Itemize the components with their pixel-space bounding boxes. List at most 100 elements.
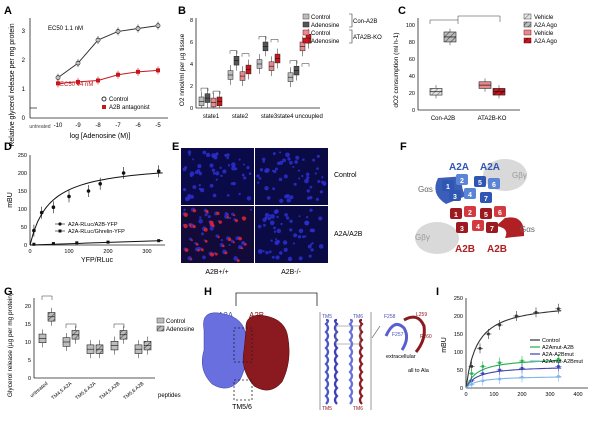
panel-b-sig-bracket bbox=[212, 90, 221, 95]
nucleus-dot bbox=[212, 193, 217, 198]
panel-d-point bbox=[157, 239, 161, 243]
panel-d-ylabel: mBU bbox=[7, 192, 14, 208]
nucleus-dot bbox=[285, 152, 290, 158]
nucleus-dot bbox=[276, 215, 279, 219]
nucleus-dot bbox=[270, 239, 273, 242]
panel-h-tm6-b: TM6 bbox=[353, 406, 363, 412]
nucleus-dot bbox=[227, 164, 231, 167]
nucleus-dot bbox=[284, 194, 288, 199]
panel-b-sig-bracket bbox=[258, 36, 267, 40]
nucleus-dot bbox=[315, 197, 319, 201]
nucleus-dot bbox=[275, 255, 280, 260]
panel-b-legend-3: Adenosine bbox=[311, 39, 340, 45]
panel-i-ytick-2: 100 bbox=[454, 350, 463, 356]
panel-a-legend-marker-antagonist bbox=[102, 105, 106, 109]
panel-a-xtick-2: -8 bbox=[95, 123, 101, 129]
panel-b-sig-bracket bbox=[229, 50, 238, 54]
panel-h-tm5-a: TM5 bbox=[322, 314, 332, 320]
nucleus-dot bbox=[267, 216, 271, 221]
panel-c-ytick-4: 80 bbox=[409, 40, 415, 46]
nucleus-dot bbox=[314, 172, 318, 175]
nucleus-dot bbox=[297, 235, 302, 239]
a2a-helix bbox=[456, 174, 468, 185]
panel-i-legend-1: A2Amut-A2B bbox=[542, 345, 574, 351]
panel-h-interface-box-bottom bbox=[233, 379, 253, 401]
nucleus-dot bbox=[289, 219, 293, 224]
panel-d-ytick-5: 250 bbox=[18, 153, 27, 159]
nucleus-dot bbox=[209, 183, 214, 188]
pla-signal-dot bbox=[183, 224, 188, 229]
panel-b-ytick-4: 8 bbox=[190, 18, 193, 24]
panel-i-plot bbox=[465, 303, 562, 390]
a2a-helix-number: 6 bbox=[492, 182, 496, 189]
a2b-helix bbox=[486, 222, 498, 233]
panel-c-legend-2: Vehicle bbox=[534, 31, 554, 37]
panel-b-group-ko: ATA2B-KO bbox=[353, 35, 382, 41]
nucleus-dot bbox=[265, 167, 270, 173]
panel-i-legend-3: A2Amut-A2Bmut bbox=[542, 359, 583, 365]
nucleus-dot bbox=[309, 208, 313, 212]
a2b-helix-number: 4 bbox=[476, 224, 480, 231]
panel-b-cat-2: state3 bbox=[261, 114, 278, 120]
nucleus-dot bbox=[283, 174, 288, 179]
gbg-bottom-shape bbox=[415, 222, 459, 254]
panel-f-label-gas-right: Gαs bbox=[520, 225, 535, 234]
nucleus-dot bbox=[310, 248, 314, 252]
pla-signal-dot bbox=[218, 220, 222, 224]
nucleus-dot bbox=[264, 216, 268, 220]
micrograph-nuclei bbox=[182, 150, 327, 262]
pla-signal-dot bbox=[200, 248, 204, 252]
panel-c-ytick-5: 100 bbox=[406, 23, 415, 29]
pla-signal-dot bbox=[184, 248, 189, 252]
pla-signal-dot bbox=[236, 259, 240, 262]
tm-helix-trace bbox=[348, 318, 354, 405]
nucleus-dot bbox=[257, 224, 262, 229]
nucleus-dot bbox=[231, 165, 236, 171]
panel-a-ylabel: Relative glycerol release per mg protein bbox=[9, 23, 16, 146]
nucleus-dot bbox=[262, 250, 265, 253]
nucleus-dot bbox=[212, 172, 216, 175]
nucleus-dot bbox=[192, 158, 195, 161]
panel-b-ylabel: O2 nmol/ml per µg tissue bbox=[179, 33, 186, 106]
panel-f-label-a2b-2: A2B bbox=[487, 244, 507, 255]
panel-g-ylabel: Glycerol release (µg per mg protein) bbox=[7, 293, 14, 397]
nucleus-dot bbox=[262, 160, 265, 163]
panel-i-xtick-0: 0 bbox=[464, 392, 467, 398]
panel-b-sig-bracket bbox=[270, 39, 279, 43]
nucleus-dot bbox=[276, 161, 281, 166]
panel-g-ytick-0: 0 bbox=[28, 376, 31, 382]
panel-c-ylabel: dO2 consumption (ml h-1) bbox=[393, 32, 400, 107]
panel-d-ytick-3: 150 bbox=[18, 189, 27, 195]
nucleus-dot bbox=[268, 250, 272, 254]
panel-h: H A2A A2B TM5/6 TM5 TM6 TM5 TM6 F258 L25… bbox=[202, 286, 432, 412]
nucleus-dot bbox=[257, 249, 263, 254]
panel-g-sig-bracket bbox=[65, 323, 77, 328]
panel-i: I mBU 0 50 100 150 200 250 0 100 200 300… bbox=[436, 286, 588, 398]
panel-g-xlabel: peptides bbox=[158, 393, 181, 399]
nucleus-dot bbox=[301, 174, 304, 178]
nucleus-dot bbox=[224, 153, 228, 157]
nucleus-dot bbox=[302, 158, 305, 161]
panel-c-legend-swatch-1 bbox=[523, 21, 532, 28]
nucleus-dot bbox=[317, 180, 321, 184]
nucleus-dot bbox=[246, 196, 252, 201]
a2a-helix bbox=[474, 176, 486, 187]
panel-c-cat-1: ATA2B-KO bbox=[478, 116, 507, 122]
panel-i-ytick-5: 250 bbox=[454, 296, 463, 302]
panel-g-legend-swatch-0 bbox=[156, 317, 165, 324]
panel-h-zoom-helices bbox=[324, 318, 364, 405]
panel-a-ytick-1: 1 bbox=[22, 87, 26, 93]
nucleus-dot bbox=[279, 151, 282, 154]
nucleus-dot bbox=[182, 187, 187, 192]
nucleus-dot bbox=[241, 173, 245, 177]
a2b-helix-number: 6 bbox=[498, 210, 502, 217]
panel-c-legend-swatch-2 bbox=[523, 29, 532, 36]
panel-b-legend-2: Control bbox=[311, 31, 330, 37]
nucleus-dot bbox=[316, 167, 319, 170]
nucleus-dot bbox=[282, 158, 286, 163]
nucleus-dot bbox=[285, 216, 290, 220]
panel-a-xtick-3: -7 bbox=[115, 123, 121, 129]
panel-g-cat-3: TM4,5 A2B bbox=[98, 381, 121, 402]
nucleus-dot bbox=[228, 244, 231, 247]
nucleus-dot bbox=[263, 223, 266, 227]
